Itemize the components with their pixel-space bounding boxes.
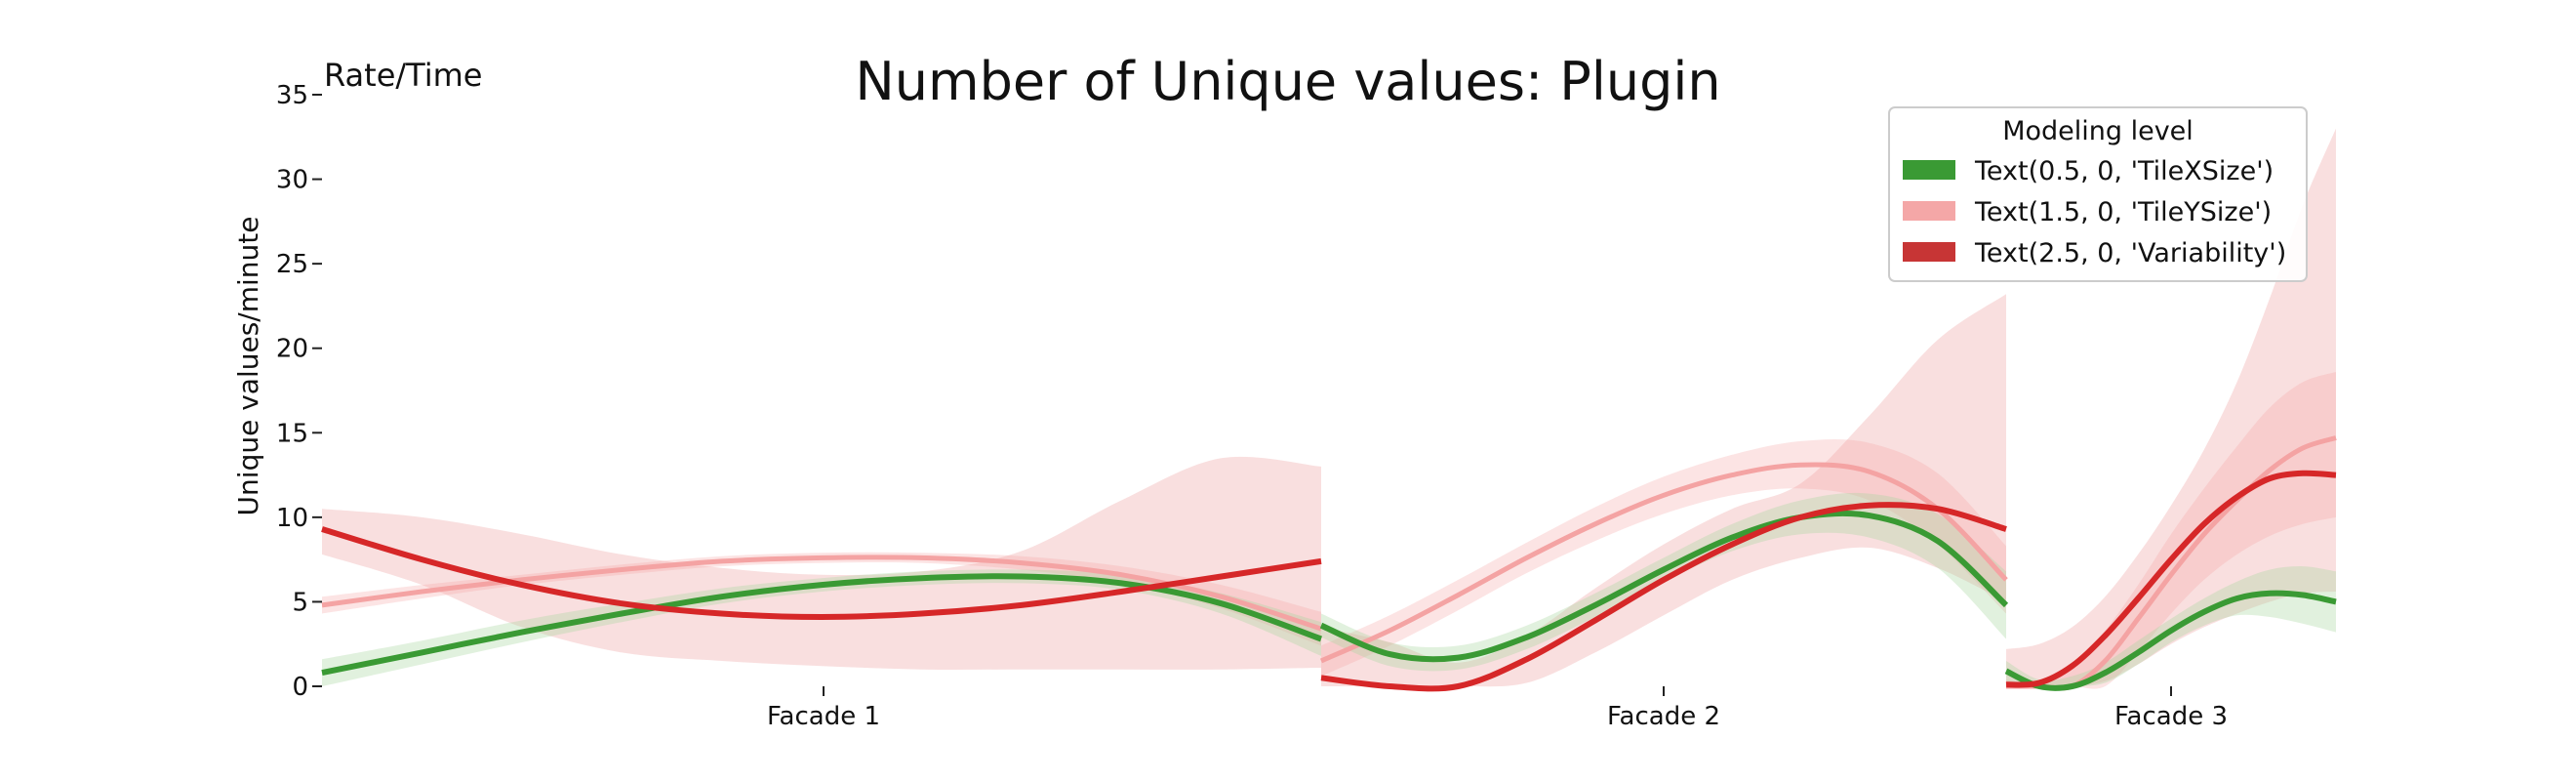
y-tick-label: 10 xyxy=(276,504,308,533)
legend-entry-tilexsize: Text(0.5, 0, 'TileXSize') xyxy=(1974,156,2274,186)
legend-swatch-tileysize xyxy=(1903,201,1955,221)
line-tilexsize-facade-2 xyxy=(1319,510,2009,663)
y-tick-label: 35 xyxy=(276,81,308,110)
y-axis: 0 5 10 15 20 25 30 35 xyxy=(276,81,322,702)
y-tick-label: 25 xyxy=(276,250,308,279)
x-tick-label: Facade 3 xyxy=(2114,702,2228,731)
line-variability-facade-1 xyxy=(321,526,1322,621)
line-tileysize-facade-1 xyxy=(321,555,1322,632)
chart-title: Number of Unique values: Plugin xyxy=(855,51,1720,112)
band-tilexsize-facade-1 xyxy=(322,569,1321,686)
line-variability-facade-2 xyxy=(1320,502,2007,692)
band-tileysize-facade-3 xyxy=(2006,372,2336,689)
x-tick-label: Facade 1 xyxy=(767,702,880,731)
line-variability-facade-3 xyxy=(2005,470,2337,688)
legend: Modeling level Text(0.5, 0, 'TileXSize')… xyxy=(1888,106,2308,282)
y-tick-label: 30 xyxy=(276,166,308,195)
legend-entry-variability: Text(2.5, 0, 'Variability') xyxy=(1974,238,2286,268)
y-tick-label: 15 xyxy=(276,419,308,448)
y-axis-label: Unique values/minute xyxy=(232,217,264,516)
y-tick-label: 20 xyxy=(276,335,308,364)
y-tick-label: 5 xyxy=(292,588,308,617)
corner-label: Rate/Time xyxy=(324,57,482,94)
legend-title: Modeling level xyxy=(2002,116,2194,146)
legend-swatch-variability xyxy=(1903,242,1955,262)
series-lines xyxy=(321,435,2337,692)
legend-entry-tileysize: Text(1.5, 0, 'TileYSize') xyxy=(1974,197,2272,227)
y-tick-label: 0 xyxy=(292,673,308,702)
band-variability-facade-1 xyxy=(322,456,1321,670)
band-variability-facade-3 xyxy=(2006,128,2336,687)
legend-frame xyxy=(1888,106,2308,282)
band-tileysize-facade-2 xyxy=(1321,438,2006,677)
line-tilexsize-facade-3 xyxy=(2004,590,2337,691)
x-tick-label: Facade 2 xyxy=(1607,702,1720,731)
line-tileysize-facade-2 xyxy=(1319,462,2008,664)
legend-swatch-tilexsize xyxy=(1903,160,1955,180)
x-axis: Facade 1 Facade 2 Facade 3 xyxy=(767,686,2228,731)
band-variability-facade-2 xyxy=(1321,294,2006,687)
